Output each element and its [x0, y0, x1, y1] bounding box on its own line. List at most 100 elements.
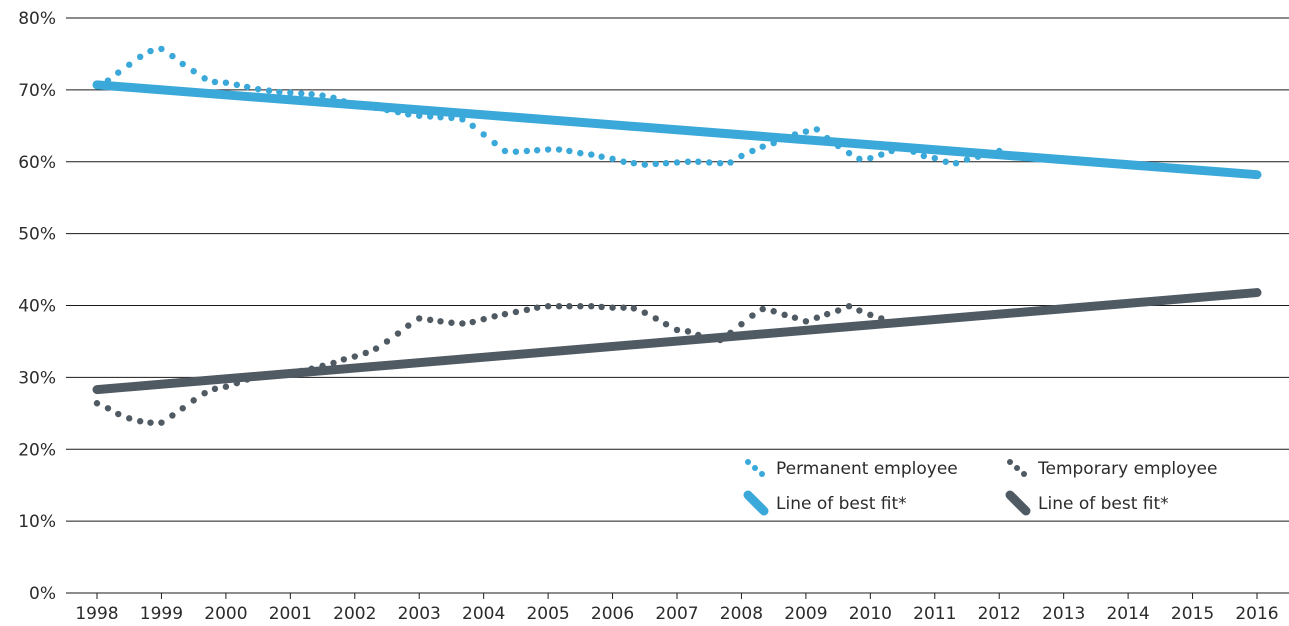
x-tick-label: 2012: [978, 604, 1021, 624]
data-point: [845, 303, 853, 310]
x-tick-label: 1998: [75, 604, 118, 624]
legend-dot: [1007, 459, 1013, 465]
data-point: [813, 314, 821, 321]
data-point: [330, 359, 337, 367]
legend-dot: [1014, 465, 1020, 471]
data-point: [308, 90, 315, 98]
data-point: [695, 158, 702, 165]
y-axis-ticks: 0% 10% 20% 30% 40% 50% 60% 70% 80%: [18, 9, 56, 604]
data-point: [588, 151, 595, 158]
data-point: [630, 159, 638, 167]
x-tick-label: 2013: [1042, 604, 1085, 624]
data-point: [211, 78, 219, 86]
data-point: [609, 155, 616, 163]
x-tick-label: 2014: [1106, 604, 1149, 624]
data-point: [759, 305, 766, 313]
legend-item: Temporary employee: [1007, 459, 1217, 479]
data-point: [749, 312, 756, 319]
data-point: [201, 389, 208, 397]
x-tick-label: 2007: [655, 604, 698, 624]
data-point: [738, 152, 745, 160]
data-point: [856, 307, 863, 314]
data-point: [437, 318, 444, 325]
data-point: [211, 385, 219, 393]
data-point: [136, 418, 144, 425]
data-point: [416, 315, 423, 322]
y-tick-label: 40%: [18, 297, 56, 317]
data-point: [867, 311, 874, 319]
data-point: [641, 161, 648, 168]
data-point: [555, 146, 563, 153]
data-point: [276, 88, 283, 96]
legend-label: Temporary employee: [1037, 459, 1217, 479]
data-point: [501, 147, 509, 155]
data-point: [233, 81, 241, 89]
data-point: [115, 69, 122, 76]
data-point: [770, 308, 777, 315]
x-axis-ticks: 1998 1999 2000 2001 2002 2003 2004 2005 2006 2007…: [75, 593, 1279, 624]
legend-item: Permanent employee: [745, 459, 958, 479]
data-point: [190, 67, 197, 75]
data-point: [469, 318, 476, 326]
data-point: [298, 90, 305, 97]
data-point: [749, 147, 756, 155]
data-point: [136, 53, 144, 61]
data-point: [684, 328, 692, 335]
x-tick-label: 2001: [269, 604, 312, 624]
best-fit-line: [92, 80, 1262, 180]
y-tick-label: 60%: [18, 153, 56, 173]
x-tick-label: 2009: [784, 604, 827, 624]
y-tick-label: 20%: [18, 440, 56, 460]
series-3: [92, 288, 1262, 395]
data-point: [963, 156, 971, 163]
data-point: [480, 315, 487, 323]
series-1: [93, 303, 895, 426]
x-tick-label: 2010: [849, 604, 892, 624]
data-point: [544, 303, 552, 310]
data-point: [491, 313, 498, 320]
series-0: [93, 45, 1003, 168]
data-point: [878, 151, 885, 158]
data-point: [727, 159, 734, 166]
data-point: [491, 139, 498, 147]
data-point: [254, 85, 262, 93]
legend-dot: [745, 459, 751, 465]
legend-dot: [752, 465, 758, 471]
data-point: [523, 147, 531, 155]
legend-dot: [759, 471, 765, 477]
data-point: [931, 154, 938, 162]
data-point: [566, 147, 573, 155]
data-point: [555, 303, 563, 310]
best-fit-line: [92, 288, 1262, 395]
data-point: [480, 131, 487, 138]
data-point: [93, 400, 101, 407]
data-point: [372, 345, 380, 352]
legend-line-swatch: [1005, 490, 1031, 516]
data-point: [319, 92, 326, 99]
data-point: [126, 61, 133, 68]
data-point: [620, 304, 627, 311]
data-point: [609, 304, 616, 311]
data-point: [673, 159, 681, 166]
data-point: [802, 128, 810, 135]
data-point: [158, 419, 165, 426]
data-point: [588, 303, 595, 310]
data-point: [791, 314, 799, 321]
data-point: [652, 160, 659, 168]
x-tick-label: 2011: [913, 604, 956, 624]
data-point: [126, 415, 133, 422]
data-point: [641, 309, 648, 316]
data-point: [512, 148, 520, 155]
data-point: [716, 159, 724, 167]
data-point: [243, 83, 251, 91]
data-point: [448, 319, 455, 326]
data-point: [265, 87, 273, 94]
data-point: [459, 320, 466, 327]
data-point: [222, 79, 230, 86]
data-point: [147, 419, 154, 426]
data-point: [147, 47, 154, 55]
data-point: [759, 143, 766, 150]
data-point: [287, 89, 294, 96]
data-point: [512, 308, 520, 316]
